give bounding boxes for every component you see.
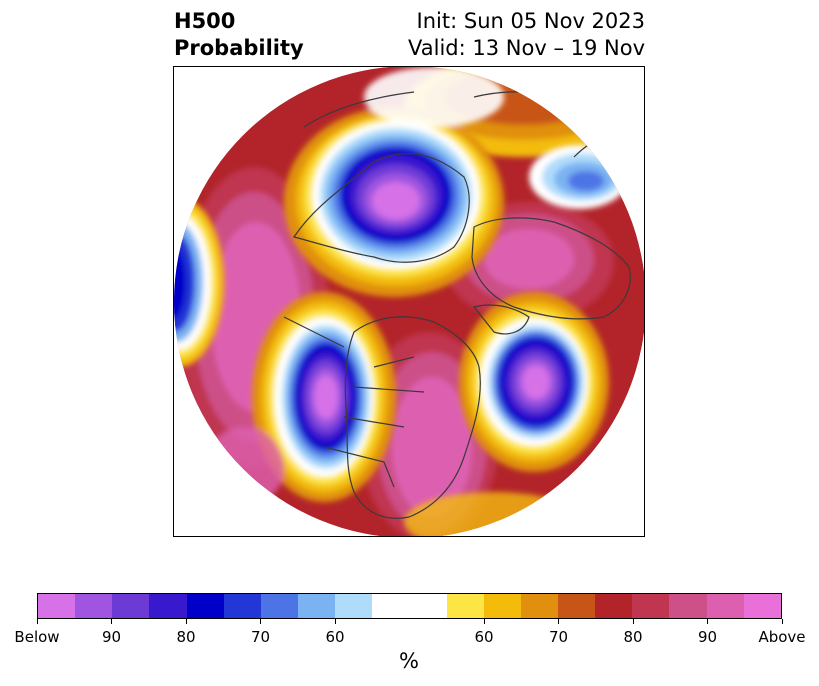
colorbar-segment <box>557 594 596 618</box>
map-panel <box>173 66 645 537</box>
colorbar-tick-label: Below <box>14 628 60 646</box>
colorbar-segment <box>38 594 76 618</box>
colorbar-tick-label: 90 <box>697 628 718 646</box>
colorbar-tick-label: 80 <box>176 628 196 646</box>
colorbar-tickmark <box>632 619 634 624</box>
colorbar-segment <box>297 594 336 618</box>
colorbar-tickmark <box>185 619 187 624</box>
negative-anomaly-north-atlantic <box>459 292 609 472</box>
probability-map <box>174 67 644 536</box>
colorbar-segment <box>335 594 373 618</box>
colorbar-segment <box>75 594 113 618</box>
colorbar-tick-label: 80 <box>623 628 643 646</box>
negative-anomaly-western-north-america <box>252 292 396 502</box>
colorbar-tickmark <box>36 619 38 624</box>
colorbar-segment <box>743 594 781 618</box>
colorbar-segment <box>223 594 261 618</box>
title-line-1: H500 <box>174 9 236 33</box>
map-title: H500 Probability <box>174 8 304 62</box>
colorbar-label: % <box>399 649 419 673</box>
colorbar-tick-label: 90 <box>101 628 122 646</box>
colorbar-tickmark <box>558 619 559 624</box>
colorbar-segment <box>372 594 410 618</box>
colorbar-segment <box>520 594 558 618</box>
colorbar-tick-label: 60 <box>474 628 494 646</box>
colorbar-segment <box>446 594 484 618</box>
colorbar-segment <box>409 594 447 618</box>
title-line-2: Probability <box>174 36 304 60</box>
colorbar-tickmark <box>707 619 708 624</box>
colorbar-tickmark <box>334 619 336 624</box>
valid-range: Valid: 13 Nov – 19 Nov <box>408 36 645 60</box>
colorbar-tickmark <box>483 619 485 624</box>
colorbar-tickmark <box>260 619 261 624</box>
colorbar-tickmark <box>781 619 783 624</box>
negative-anomaly-greenland <box>284 107 504 297</box>
colorbar-segment <box>149 594 187 618</box>
init-date: Init: Sun 05 Nov 2023 <box>416 9 645 33</box>
colorbar-segment <box>186 594 224 618</box>
colorbar-tick-label: 70 <box>548 628 569 646</box>
colorbar-segment <box>706 594 744 618</box>
negative-anomaly-north-pacific-edge <box>174 197 224 367</box>
colorbar-segment <box>632 594 670 618</box>
colorbar-segment <box>260 594 298 618</box>
colorbar-tick-label: 70 <box>250 628 271 646</box>
colorbar-tick-label: Above <box>758 628 806 646</box>
colorbar-segment <box>112 594 150 618</box>
colorbar-segment <box>669 594 707 618</box>
colorbar-segment <box>483 594 521 618</box>
colorbar-tick-label: 60 <box>325 628 345 646</box>
colorbar-tickmark <box>111 619 112 624</box>
map-subtitle: Init: Sun 05 Nov 2023 Valid: 13 Nov – 19… <box>408 8 645 62</box>
positive-anomaly-europe-russia <box>444 202 614 322</box>
negative-anomaly-northern-europe <box>529 145 629 209</box>
colorbar <box>37 593 782 619</box>
colorbar-segment <box>595 594 633 618</box>
